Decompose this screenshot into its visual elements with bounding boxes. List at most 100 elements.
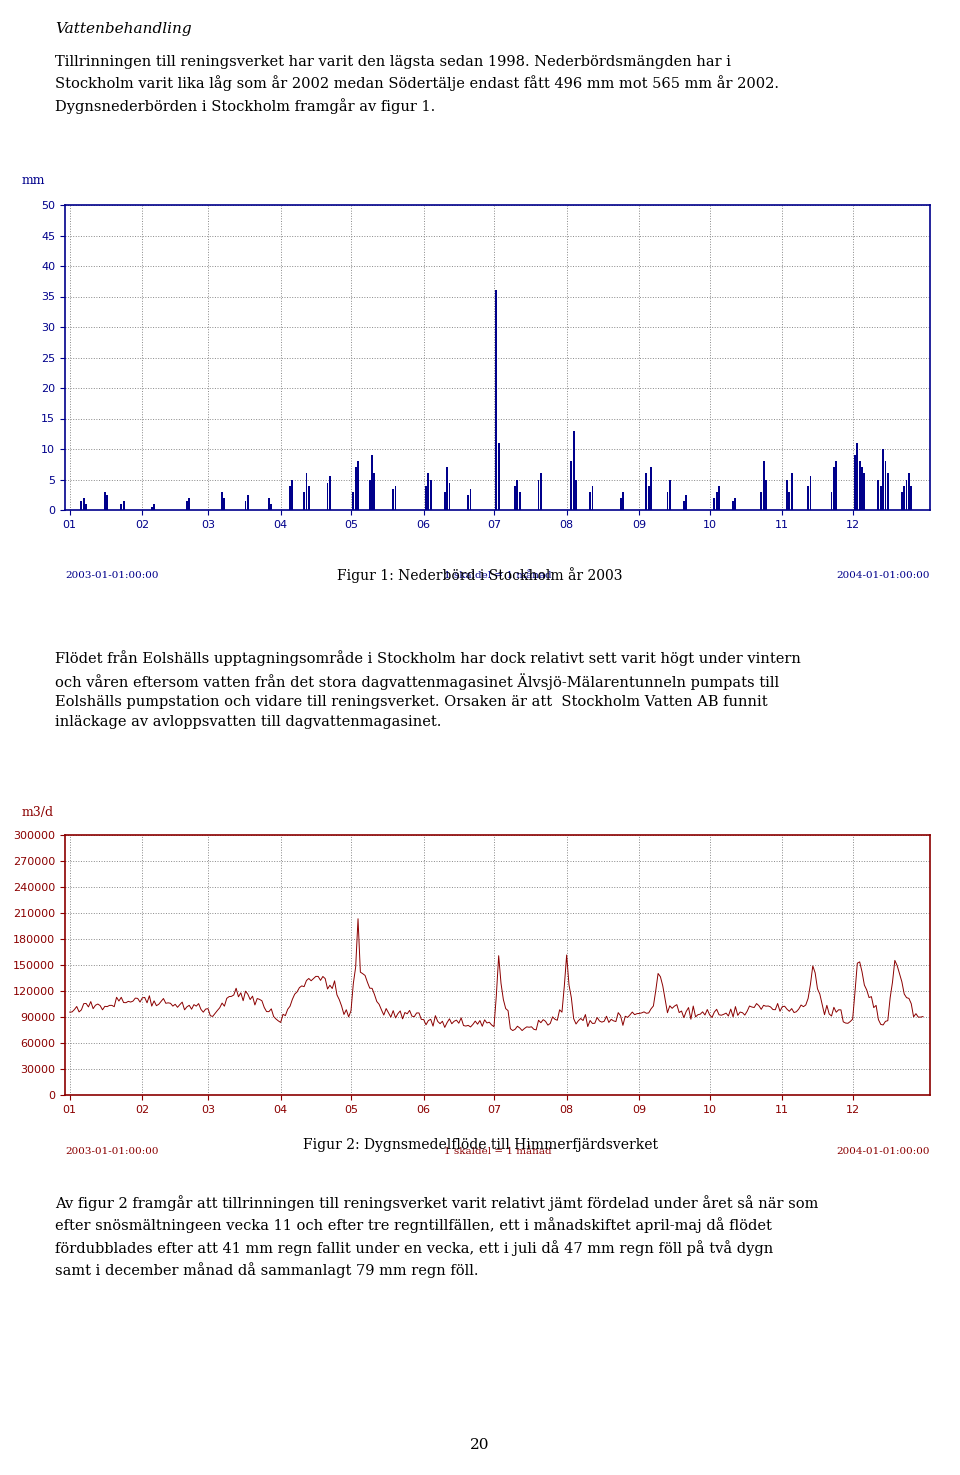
Bar [570, 462, 572, 510]
Bar [271, 504, 273, 510]
Bar [619, 497, 621, 510]
Bar [854, 456, 856, 510]
Bar [879, 485, 881, 510]
Bar [732, 502, 734, 510]
Bar [791, 473, 793, 510]
Bar [589, 491, 591, 510]
Bar [81, 502, 83, 510]
Bar [154, 504, 155, 510]
Text: Vattenbehandling: Vattenbehandling [55, 22, 192, 35]
Bar [887, 473, 889, 510]
Bar [762, 462, 764, 510]
Bar [373, 473, 375, 510]
Bar [289, 485, 291, 510]
Bar [303, 491, 305, 510]
Bar [575, 479, 577, 510]
Bar [713, 497, 715, 510]
Bar [540, 473, 541, 510]
Text: 2003-01-01:00:00: 2003-01-01:00:00 [65, 571, 158, 580]
Bar [430, 479, 432, 510]
Bar [355, 468, 356, 510]
Bar [863, 473, 865, 510]
Bar [444, 491, 445, 510]
Bar [833, 468, 835, 510]
Bar [469, 488, 471, 510]
Bar [186, 502, 188, 510]
Bar [683, 502, 684, 510]
Bar [308, 485, 310, 510]
Text: Tillrinningen till reningsverket har varit den lägsta sedan 1998. Nederbördsmäng: Tillrinningen till reningsverket har var… [55, 55, 779, 114]
Text: 20: 20 [470, 1438, 490, 1451]
Bar [685, 494, 687, 510]
Bar [123, 502, 125, 510]
Bar [495, 291, 497, 510]
Bar [807, 485, 809, 510]
Bar [352, 491, 354, 510]
Text: Flödet från Eolshälls upptagningsområde i Stockholm har dock relativt sett varit: Flödet från Eolshälls upptagningsområde … [55, 650, 801, 729]
Bar [268, 497, 270, 510]
Text: m3/d: m3/d [22, 807, 54, 820]
Bar [835, 462, 837, 510]
Bar [221, 491, 223, 510]
Bar [809, 476, 811, 510]
Bar [120, 504, 122, 510]
Bar [224, 497, 226, 510]
Bar [861, 468, 863, 510]
Bar [765, 479, 767, 510]
Bar [903, 485, 905, 510]
Bar [104, 491, 106, 510]
Bar [395, 485, 396, 510]
Bar [859, 462, 860, 510]
Bar [718, 485, 720, 510]
Bar [884, 462, 886, 510]
Bar [882, 448, 884, 510]
Bar [905, 479, 907, 510]
Bar [427, 473, 429, 510]
Text: 2004-01-01:00:00: 2004-01-01:00:00 [836, 571, 930, 580]
Bar [515, 485, 516, 510]
Text: mm: mm [22, 174, 45, 187]
Text: 2004-01-01:00:00: 2004-01-01:00:00 [836, 1148, 930, 1156]
Bar [538, 479, 540, 510]
Bar [786, 479, 788, 510]
Bar [734, 497, 736, 510]
Bar [716, 491, 718, 510]
Bar [573, 431, 575, 510]
Bar [900, 491, 902, 510]
Bar [650, 468, 652, 510]
Bar [497, 442, 499, 510]
Bar [908, 473, 910, 510]
Text: Figur 2: Dygnsmedelflöde till Himmerfjärdsverket: Figur 2: Dygnsmedelflöde till Himmerfjär… [302, 1139, 658, 1152]
Bar [357, 462, 359, 510]
Text: Av figur 2 framgår att tillrinningen till reningsverket varit relativt jämt förd: Av figur 2 framgår att tillrinningen til… [55, 1195, 818, 1277]
Bar [788, 491, 790, 510]
Bar [393, 488, 395, 510]
Bar [622, 491, 624, 510]
Bar [516, 479, 518, 510]
Bar [247, 494, 249, 510]
Bar [107, 494, 108, 510]
Bar [669, 479, 671, 510]
Bar [446, 468, 448, 510]
Bar [877, 479, 879, 510]
Text: 1 skaldel = 1 månad: 1 skaldel = 1 månad [444, 1148, 551, 1156]
Bar [856, 442, 858, 510]
Bar [188, 497, 190, 510]
Bar [425, 485, 427, 510]
Bar [372, 456, 373, 510]
Bar [648, 485, 650, 510]
Bar [326, 482, 328, 510]
Text: Figur 1: Nederbörd i Stockholm år 2003: Figur 1: Nederbörd i Stockholm år 2003 [337, 566, 623, 583]
Bar [305, 473, 307, 510]
Bar [151, 507, 153, 510]
Bar [369, 479, 371, 510]
Text: 2003-01-01:00:00: 2003-01-01:00:00 [65, 1148, 158, 1156]
Bar [245, 502, 247, 510]
Bar [830, 491, 832, 510]
Bar [329, 476, 331, 510]
Bar [468, 494, 469, 510]
Bar [292, 479, 294, 510]
Bar [760, 491, 762, 510]
Text: 1 skaldel = 1 månad: 1 skaldel = 1 månad [444, 571, 551, 580]
Bar [85, 504, 87, 510]
